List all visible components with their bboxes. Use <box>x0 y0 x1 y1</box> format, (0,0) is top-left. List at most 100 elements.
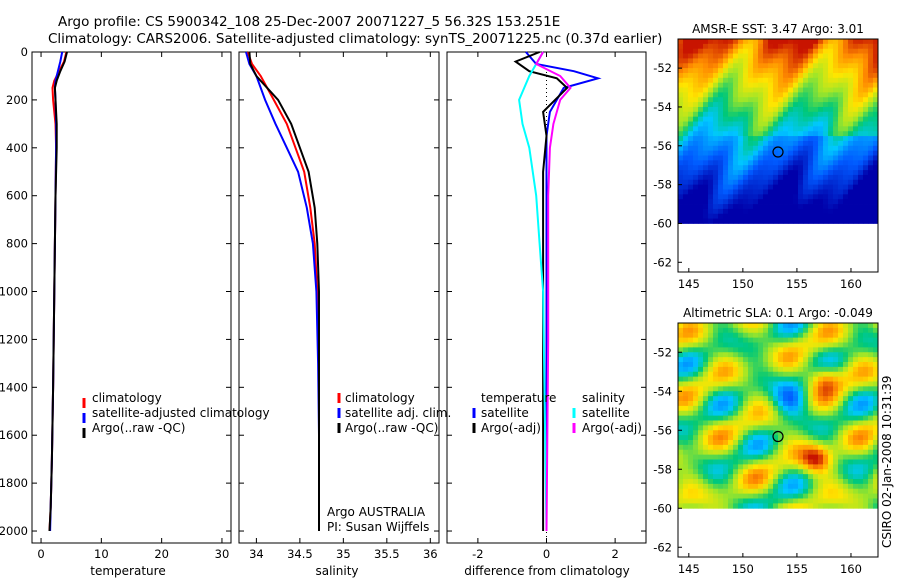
map-cell <box>848 97 854 103</box>
map-cell <box>743 184 749 190</box>
map-cell <box>823 136 829 142</box>
map-cell <box>693 43 699 50</box>
map-cell <box>848 464 854 470</box>
map-cell <box>843 357 849 363</box>
map-cell <box>743 493 749 499</box>
map-cell <box>853 111 859 118</box>
map-cell <box>858 347 864 353</box>
map-cell <box>848 440 854 446</box>
map-cell <box>818 430 824 436</box>
map-cell <box>718 342 724 348</box>
map-cell <box>743 150 749 156</box>
map-cell <box>738 160 744 166</box>
map-cell <box>728 362 734 368</box>
map-cell <box>678 131 684 137</box>
map-cell <box>823 323 829 329</box>
map-cell <box>763 184 769 190</box>
map-cell <box>678 155 684 161</box>
map-cell <box>678 116 684 122</box>
map-cell <box>718 323 724 329</box>
map-cell <box>803 72 809 79</box>
map-cell <box>783 352 789 358</box>
map-cell <box>798 136 804 142</box>
map-cell <box>733 155 739 161</box>
map-cell <box>793 396 799 402</box>
map-cell <box>833 410 839 417</box>
map-cell <box>873 204 879 210</box>
map-cell <box>768 410 774 417</box>
map-cell <box>758 218 764 224</box>
map-cell <box>753 213 759 219</box>
map-cell <box>683 366 689 373</box>
map-cell <box>848 39 854 45</box>
map-cell <box>703 82 709 88</box>
map-cell <box>783 170 789 176</box>
map-cell <box>743 165 749 171</box>
map-cell <box>728 189 734 195</box>
map-cell <box>678 444 684 451</box>
map-cell <box>718 179 724 186</box>
map-cell <box>728 145 734 152</box>
map-cell <box>698 68 704 74</box>
map-cell <box>828 82 834 88</box>
map-cell <box>738 77 744 84</box>
map-cell <box>843 77 849 84</box>
map-cell <box>858 189 864 195</box>
map-cell <box>683 362 689 368</box>
map-cell <box>863 155 869 161</box>
map-cell <box>738 464 744 470</box>
map-cell <box>833 97 839 103</box>
map-cell <box>728 170 734 176</box>
map-cell <box>783 391 789 397</box>
map-cell <box>758 430 764 436</box>
map-cell <box>768 362 774 368</box>
map-cell <box>698 503 704 509</box>
map-cell <box>708 111 714 118</box>
map-cell <box>728 332 734 339</box>
map-cell <box>853 121 859 127</box>
map-cell <box>718 204 724 210</box>
map-cell <box>763 459 769 465</box>
map-cell <box>763 347 769 353</box>
map-cell <box>708 332 714 339</box>
map-cell <box>753 327 759 334</box>
map-cell <box>703 199 709 205</box>
map-cell <box>708 454 714 460</box>
map-cell <box>768 199 774 205</box>
map-cell <box>748 503 754 509</box>
map-cell <box>703 106 709 113</box>
map-cell <box>718 145 724 152</box>
map-cell <box>853 498 859 504</box>
map-cell <box>748 332 754 339</box>
map-cell <box>743 352 749 358</box>
map-cell <box>758 170 764 176</box>
map-cell <box>713 498 719 504</box>
map-cell <box>703 483 709 490</box>
map-cell <box>808 410 814 417</box>
map-cell <box>743 410 749 417</box>
map-cell <box>703 145 709 152</box>
map-cell <box>743 97 749 103</box>
map-cell <box>723 332 729 339</box>
map-cell <box>798 454 804 460</box>
map-cell <box>788 347 794 353</box>
map-cell <box>833 396 839 402</box>
map-cell <box>753 126 759 132</box>
map-cell <box>808 184 814 190</box>
map-cell <box>753 352 759 358</box>
map-cell <box>868 155 874 161</box>
map-cell <box>758 150 764 156</box>
map-cell <box>688 97 694 103</box>
map-cell <box>798 111 804 118</box>
map-cell <box>818 82 824 88</box>
map-cell <box>723 189 729 195</box>
map-cell <box>713 479 719 485</box>
map-cell <box>823 58 829 64</box>
map-cell <box>828 72 834 79</box>
map-cell <box>718 391 724 397</box>
map-cell <box>733 213 739 219</box>
map-cell <box>683 357 689 363</box>
map-cell <box>708 410 714 417</box>
map-cell <box>808 396 814 402</box>
map-cell <box>778 449 784 456</box>
